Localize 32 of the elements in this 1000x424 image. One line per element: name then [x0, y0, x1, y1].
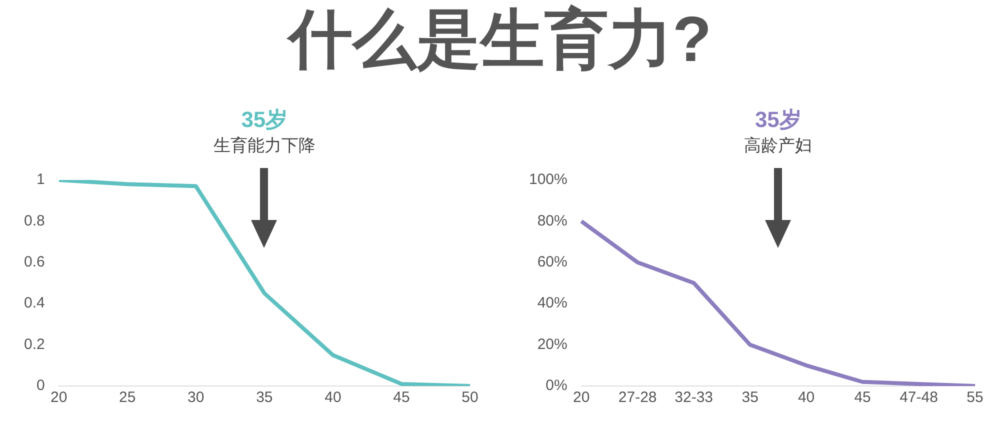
- x-tick-label: 45: [854, 389, 871, 406]
- y-tick-label: 0.6: [24, 254, 45, 271]
- y-tick-label: 20%: [537, 336, 568, 353]
- y-tick-label: 40%: [537, 294, 568, 312]
- y-tick-label: 1: [36, 171, 45, 188]
- x-tick-label: 27-28: [618, 389, 657, 406]
- x-tick-label: 20: [50, 389, 68, 406]
- x-tick-label: 50: [462, 389, 478, 406]
- y-tick-label: 0%: [546, 377, 568, 394]
- chart-title: 什么是生育力?: [286, 2, 713, 77]
- x-tick-label: 20: [573, 389, 590, 406]
- y-tick-label: 100%: [528, 171, 568, 188]
- y-tick-label: 0: [36, 377, 45, 394]
- x-tick-label: 55: [966, 389, 984, 406]
- text: 高龄产妇: [744, 136, 812, 156]
- y-tick-label: 60%: [537, 254, 568, 271]
- y-tick-label: 80%: [537, 212, 568, 230]
- text: 生育能力下降: [213, 136, 316, 156]
- x-tick-label: 25: [119, 389, 136, 406]
- x-tick-label: 35: [742, 389, 758, 406]
- x-tick-label: 47-48: [900, 389, 938, 406]
- x-tick-label: 40: [798, 389, 815, 406]
- x-tick-label: 30: [188, 389, 204, 406]
- y-tick-label: 0.8: [24, 212, 45, 230]
- y-tick-label: 0.2: [24, 336, 45, 353]
- x-tick-label: 35: [256, 389, 273, 406]
- y-tick-label: 0.4: [24, 294, 45, 312]
- x-tick-label: 45: [393, 389, 410, 406]
- text: 35岁: [754, 107, 802, 132]
- x-tick-label: 40: [324, 389, 342, 406]
- x-tick-label: 32-33: [674, 389, 714, 406]
- text: 35岁: [241, 107, 288, 132]
